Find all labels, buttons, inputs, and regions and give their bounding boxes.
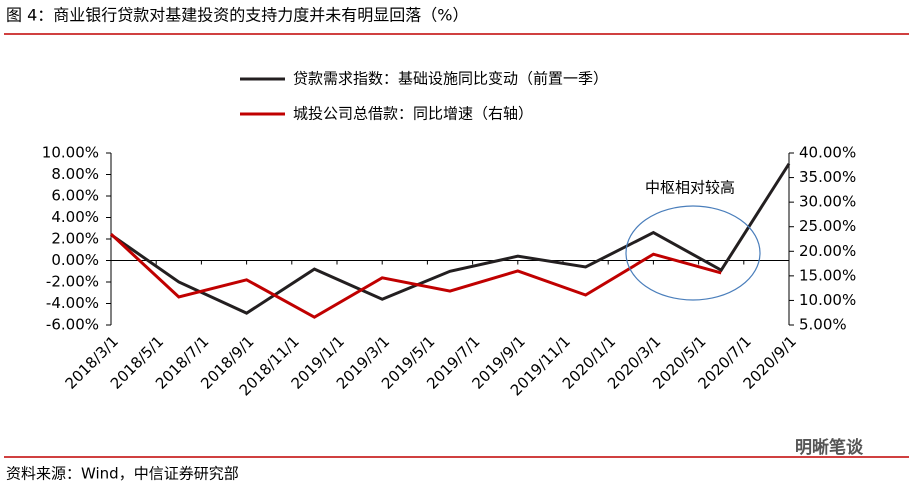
legend-label: 城投公司总借款：同比增速（右轴）	[293, 105, 533, 123]
source: 资料来源：Wind，中信证券研究部	[6, 465, 239, 483]
chart-title: 图 4：商业银行贷款对基建投资的支持力度并未有明显回落（%）	[6, 6, 468, 25]
series-line	[110, 162, 791, 315]
y-tick-label: 0.00%	[51, 251, 99, 269]
y2-tick-label: 40.00%	[799, 144, 856, 162]
annotation-ellipse	[625, 205, 761, 301]
y2-tick-label: 30.00%	[799, 193, 856, 211]
y2-tick-label: 35.00%	[799, 168, 856, 186]
y-tick-label: 10.00%	[42, 144, 99, 162]
y-tick-label: 8.00%	[51, 165, 99, 183]
y-tick-label: 4.00%	[51, 208, 99, 226]
y2-tick-label: 15.00%	[799, 266, 856, 284]
y2-tick-label: 5.00%	[799, 316, 847, 334]
watermark: 明晰笔谈	[795, 437, 864, 458]
y-tick-label: 6.00%	[51, 187, 99, 205]
series-line	[109, 232, 722, 319]
y-tick-label: -2.00%	[46, 273, 99, 291]
y-tick-label: -4.00%	[46, 294, 99, 312]
y-tick-label: 2.00%	[51, 230, 99, 248]
y2-tick-label: 10.00%	[799, 291, 856, 309]
y2-tick-label: 20.00%	[799, 242, 856, 260]
legend-label: 贷款需求指数：基础设施同比变动（前置一季）	[293, 70, 608, 88]
annotation: 中枢相对较高	[645, 179, 735, 197]
y2-tick-label: 25.00%	[799, 217, 856, 235]
y-tick-label: -6.00%	[46, 316, 99, 334]
